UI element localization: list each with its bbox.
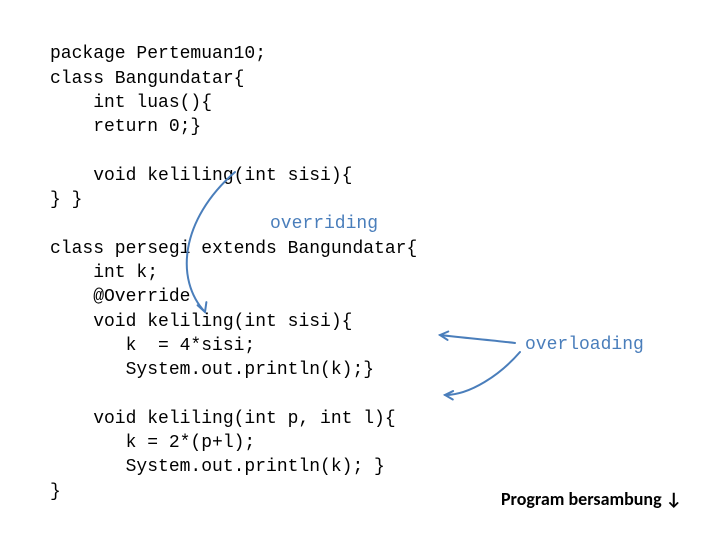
code-line: int k; xyxy=(50,263,158,283)
code-line: class Bangundatar{ xyxy=(50,69,244,89)
code-line: } } xyxy=(50,190,82,210)
code-line: class persegi extends Bangundatar{ xyxy=(50,239,417,259)
code-line: System.out.println(k); } xyxy=(50,457,385,477)
overloading-label: overloading xyxy=(525,335,644,355)
code-line: } xyxy=(50,482,61,502)
code-line: System.out.println(k);} xyxy=(50,360,374,380)
code-line: int luas(){ xyxy=(50,93,212,113)
code-line: void keliling(int p, int l){ xyxy=(50,409,396,429)
footer-text: Program bersambung ↓ xyxy=(501,488,682,510)
code-line: @Override xyxy=(50,287,190,307)
code-line: void keliling(int sisi){ xyxy=(50,166,352,186)
code-line: k = 4*sisi; xyxy=(50,336,255,356)
code-line: void keliling(int sisi){ xyxy=(50,312,352,332)
overriding-label: overriding xyxy=(270,214,378,234)
code-block: package Pertemuan10; class Bangundatar{ … xyxy=(50,18,417,504)
code-line: return 0;} xyxy=(50,117,201,137)
code-line: package Pertemuan10; xyxy=(50,44,266,64)
code-line: k = 2*(p+l); xyxy=(50,433,255,453)
